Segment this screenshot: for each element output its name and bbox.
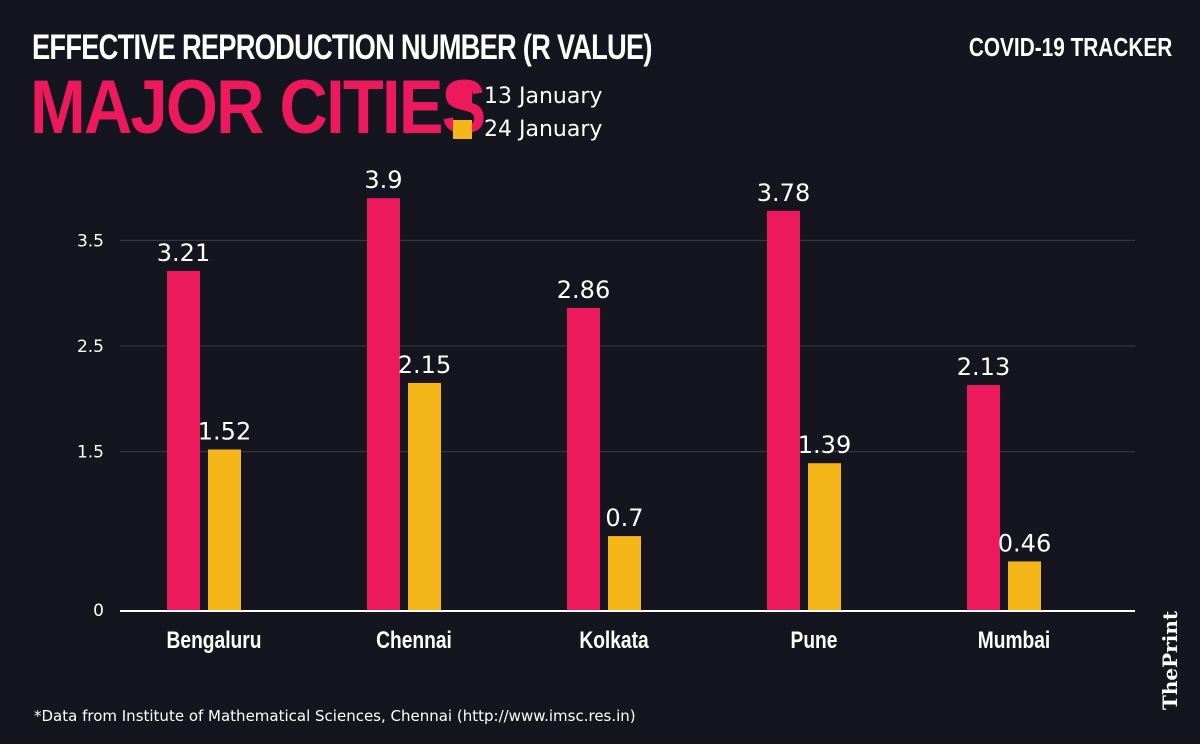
- y-tick-label: 2.5: [77, 337, 104, 357]
- data-label: 2.15: [398, 351, 451, 379]
- brand-logo: ThePrint: [1158, 610, 1182, 710]
- legend-label: 13 January: [484, 84, 603, 109]
- data-label: 2.86: [557, 276, 610, 304]
- data-label: 0.7: [605, 504, 643, 532]
- data-label: 3.21: [157, 239, 210, 267]
- chart-subtitle: MAJOR CITIES: [30, 65, 486, 150]
- x-tick-label: Chennai: [376, 626, 452, 654]
- bar-kolkata-13-jan: [567, 307, 600, 610]
- x-tick-label: Mumbai: [978, 626, 1050, 654]
- data-label: 1.52: [198, 417, 251, 445]
- bar-kolkata-24-jan: [608, 536, 641, 610]
- y-tick-label: 3.5: [77, 231, 104, 251]
- legend-item-24-january: 24 January: [453, 113, 602, 146]
- bar-chennai-24-jan: [408, 382, 441, 610]
- chart-title: EFFECTIVE REPRODUCTION NUMBER (R VALUE): [32, 28, 653, 67]
- data-label: 3.78: [757, 179, 810, 207]
- tracker-label: COVID-19 TRACKER: [968, 32, 1172, 62]
- legend-label: 24 January: [484, 117, 603, 142]
- bar-pune-24-jan: [808, 463, 841, 610]
- data-label: 2.13: [957, 353, 1010, 381]
- data-label: 1.39: [798, 431, 851, 459]
- legend-swatch-13-january: [453, 87, 472, 106]
- bar-bengaluru-13-jan: [167, 271, 200, 610]
- x-tick-label: Bengaluru: [167, 626, 262, 654]
- bar-mumbai-24-jan: [1008, 561, 1041, 610]
- legend: 13 January 24 January: [453, 80, 602, 146]
- x-tick-label: Kolkata: [579, 626, 649, 654]
- data-label: 3.9: [364, 166, 402, 194]
- bar-chennai-13-jan: [367, 198, 400, 610]
- y-tick-label: 1.5: [77, 443, 104, 463]
- footnote: *Data from Institute of Mathematical Sci…: [34, 707, 636, 725]
- x-tick-label: Pune: [791, 626, 838, 654]
- bar-bengaluru-24-jan: [208, 449, 241, 610]
- data-label: 0.46: [998, 529, 1051, 557]
- legend-item-13-january: 13 January: [453, 80, 602, 113]
- legend-swatch-24-january: [453, 120, 472, 139]
- y-tick-label: 0: [93, 601, 104, 621]
- bar-mumbai-13-jan: [967, 385, 1000, 610]
- bar-pune-13-jan: [767, 210, 800, 610]
